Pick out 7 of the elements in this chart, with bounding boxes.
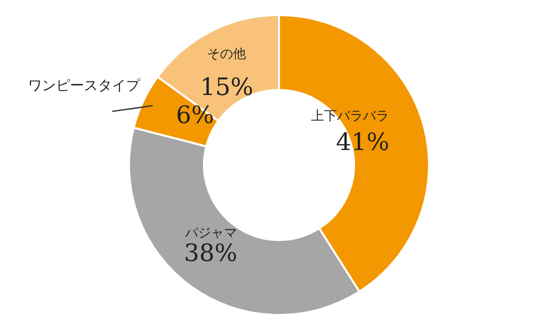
slice-label: その他 <box>207 47 246 62</box>
slice-label: 上下バラバラ <box>311 109 389 124</box>
slice-label: ワンピースタイプ <box>28 78 141 94</box>
slice-label: パジャマ <box>184 226 237 241</box>
data-label: 15% <box>200 73 254 101</box>
data-label: 6% <box>176 101 214 129</box>
data-label: 38% <box>184 239 238 267</box>
